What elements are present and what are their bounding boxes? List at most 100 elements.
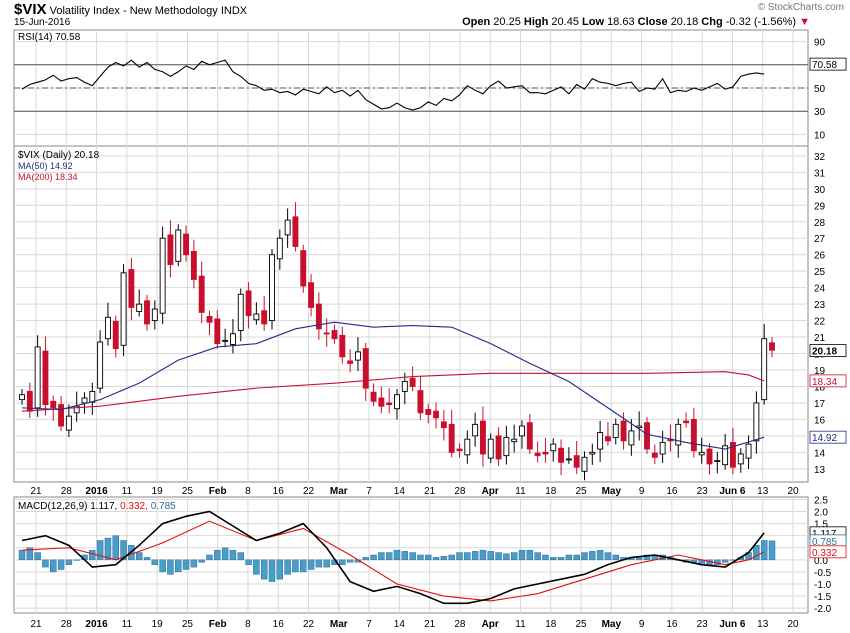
x-tick-label: 25 [575,619,587,630]
candle-body [190,250,197,280]
x-tick-label: 2016 [85,619,108,630]
macd-histogram-bar [573,554,580,561]
ma50-legend: MA(50) 14.92 [18,161,73,171]
price-panel-frame [13,145,809,483]
signal-last-value: 0.332 [812,548,837,559]
low-value: 18.63 [607,16,635,28]
price-y-tick: 32 [814,152,826,163]
macd-histogram-bar [221,547,229,561]
candle-body [597,432,604,450]
macd-histogram-bar [643,554,651,561]
macd-histogram-bar [18,549,26,561]
macd-histogram-bar [635,557,643,561]
candle-body [745,443,752,459]
macd-histogram-bar [534,552,541,561]
x-tick-label: 23 [697,619,709,630]
candle-body [659,442,666,455]
price-y-tick: 30 [814,185,826,196]
candle-body [753,402,760,442]
macd-histogram-bar [589,551,596,561]
x-tick-label: Apr [482,619,499,630]
candle-body [339,334,346,358]
candle-body [425,409,432,415]
candle-body [104,316,111,340]
x-tick-label: Jun 6 [719,486,746,497]
macd-histogram-bar [104,537,112,561]
high-value: 20.45 [551,16,579,28]
chart-date: 15-Jun-2016 [14,17,71,28]
signal-legend-value: 0.332, [120,501,151,512]
x-tick-label: 9 [639,486,645,497]
price-y-tick: 23 [814,300,826,311]
candle-body [761,338,768,401]
x-tick-label: 8 [245,486,251,497]
macd-histogram-bar [167,559,174,575]
candle-body [315,303,322,330]
candle-body [128,269,135,308]
macd-histogram-bar [307,559,315,570]
last-close-value: 20.18 [812,347,837,358]
x-tick-label: 20 [787,486,799,497]
close-value: 20.18 [670,16,699,28]
credit[interactable]: © StockCharts.com [757,2,844,13]
macd-histogram-bar [565,554,573,561]
candle-body [370,391,377,402]
candle-body [323,332,330,335]
hist-legend-value: 0.785 [151,501,176,512]
macd-histogram-bar [393,549,401,561]
x-tick-label: 19 [152,486,164,497]
price-y-tick: 28 [814,218,826,229]
candle-body [151,308,158,322]
candle-body [261,310,268,325]
macd-histogram-bar [464,552,471,561]
macd-histogram-bar [495,552,502,561]
candle-body [526,422,533,450]
candle-body [550,443,557,452]
candle-body [237,293,244,331]
candle-body [73,405,80,414]
candle-body [573,455,580,468]
candle-body [214,318,221,345]
macd-histogram-bar [159,559,166,573]
candle-body [222,339,229,342]
x-tick-label: 16 [273,486,285,497]
x-tick-label: 21 [424,486,436,497]
candle-body [331,330,338,340]
macd-y-tick: -0.5 [814,568,832,579]
macd-histogram-bar [596,549,604,561]
macd-histogram-bar [339,559,346,565]
x-tick-label: 23 [697,486,709,497]
macd-histogram-bar [362,557,369,561]
macd-histogram-bar [190,559,198,568]
candle-body [58,404,65,427]
candle-body [401,381,408,392]
x-tick-label: 18 [545,486,557,497]
candle-body [651,452,658,458]
symbol: $VIX [14,1,47,18]
macd-histogram-bar [721,559,729,563]
candle-body [81,397,88,404]
candle-body [269,254,275,322]
candle-body [565,458,572,461]
rsi-last-value: 70.58 [812,60,837,71]
candle-body [159,237,166,314]
candle-body [628,430,635,446]
macd-histogram-bar [175,559,182,573]
macd-y-tick: 2.5 [814,495,828,506]
macd-y-tick: 1.5 [814,520,828,531]
macd-histogram-bar [112,535,119,561]
x-tick-label: 21 [30,619,42,630]
x-tick-label: 11 [515,486,526,497]
macd-histogram-bar [135,552,143,561]
candle-body [690,418,697,452]
candle-body [245,290,252,317]
macd-histogram-bar [73,559,80,561]
signal-line [21,520,765,602]
x-tick-label: 14 [394,619,406,630]
x-tick-label: 25 [182,486,194,497]
rsi-y-tick: 30 [814,107,826,118]
macd-histogram-bar [409,552,416,561]
last-close-box [809,344,847,357]
candle-body [284,219,291,236]
